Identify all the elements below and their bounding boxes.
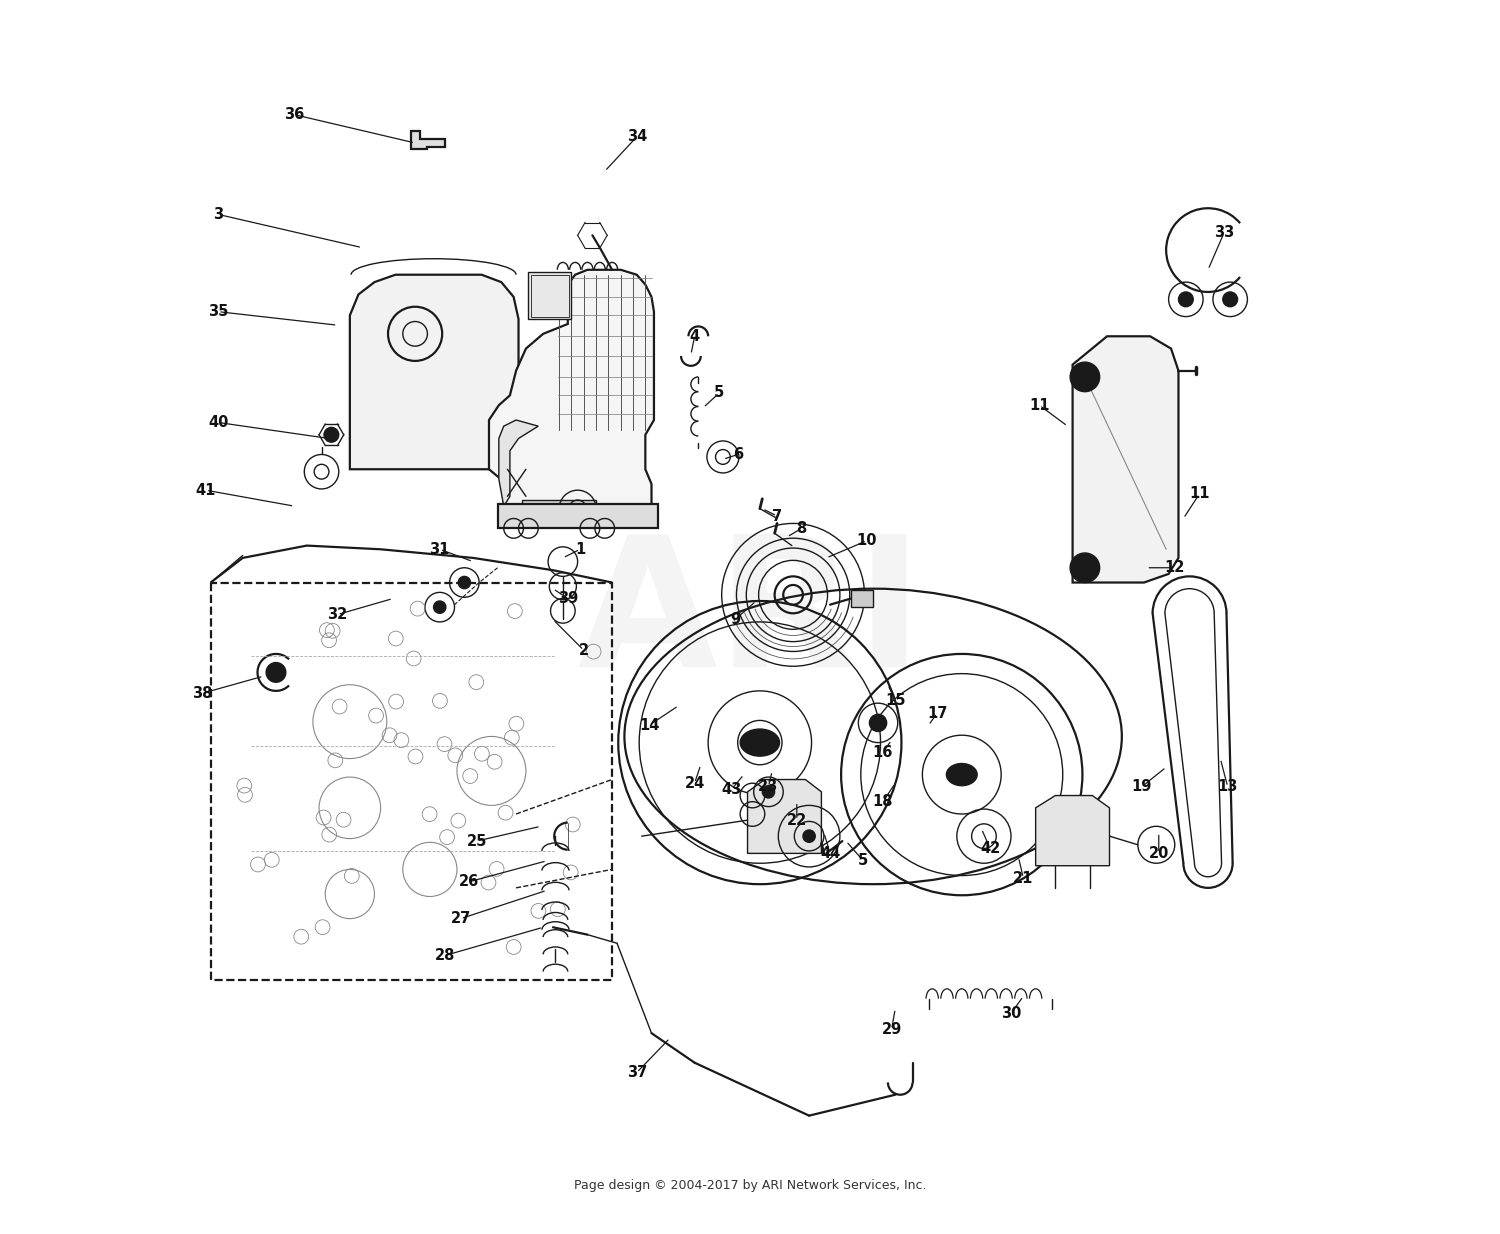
Text: 23: 23 xyxy=(759,780,778,795)
Text: 35: 35 xyxy=(209,304,228,320)
Text: 11: 11 xyxy=(1190,486,1209,501)
Text: 41: 41 xyxy=(195,482,216,497)
Text: 44: 44 xyxy=(821,845,840,861)
Text: 17: 17 xyxy=(927,706,948,721)
Text: 21: 21 xyxy=(1013,870,1034,886)
Polygon shape xyxy=(1035,796,1110,866)
Polygon shape xyxy=(1072,337,1179,582)
Circle shape xyxy=(433,601,445,613)
Text: 5: 5 xyxy=(714,385,724,400)
Text: 27: 27 xyxy=(450,911,471,927)
Circle shape xyxy=(266,663,286,682)
Text: 15: 15 xyxy=(885,694,906,708)
Text: 4: 4 xyxy=(690,328,699,344)
Text: 30: 30 xyxy=(1000,1006,1022,1021)
Ellipse shape xyxy=(740,729,780,756)
Bar xyxy=(850,590,873,607)
Circle shape xyxy=(1070,553,1100,582)
Text: 1: 1 xyxy=(574,542,585,557)
Text: ARI: ARI xyxy=(578,529,922,705)
Text: 31: 31 xyxy=(429,542,450,557)
Text: 39: 39 xyxy=(558,591,578,606)
Circle shape xyxy=(1070,362,1100,391)
Text: 14: 14 xyxy=(639,718,658,733)
Text: 20: 20 xyxy=(1149,845,1168,861)
Text: 12: 12 xyxy=(1164,560,1185,575)
Text: 2: 2 xyxy=(579,643,590,658)
Text: 13: 13 xyxy=(1218,780,1237,795)
Text: 16: 16 xyxy=(873,745,892,760)
Polygon shape xyxy=(489,270,654,506)
Text: 18: 18 xyxy=(873,795,892,810)
Text: 37: 37 xyxy=(627,1065,646,1080)
Bar xyxy=(498,503,657,528)
Bar xyxy=(528,273,572,320)
Text: 6: 6 xyxy=(732,447,742,462)
Text: 11: 11 xyxy=(1029,397,1050,412)
Text: 40: 40 xyxy=(209,415,228,429)
Text: 19: 19 xyxy=(1131,780,1152,795)
Text: 32: 32 xyxy=(327,607,348,622)
Circle shape xyxy=(802,830,816,843)
Text: Page design © 2004-2017 by ARI Network Services, Inc.: Page design © 2004-2017 by ARI Network S… xyxy=(573,1180,926,1192)
Circle shape xyxy=(762,786,774,798)
Text: 33: 33 xyxy=(1214,226,1234,241)
Polygon shape xyxy=(350,275,519,469)
Polygon shape xyxy=(500,420,538,506)
Text: 22: 22 xyxy=(786,813,807,828)
Text: 29: 29 xyxy=(882,1022,902,1037)
Text: 25: 25 xyxy=(466,834,488,849)
Text: 8: 8 xyxy=(796,521,807,536)
Bar xyxy=(522,500,596,518)
Text: 43: 43 xyxy=(722,782,741,797)
Text: 10: 10 xyxy=(856,533,877,548)
Text: 5: 5 xyxy=(858,853,868,869)
Circle shape xyxy=(1179,292,1192,307)
Circle shape xyxy=(1222,292,1238,307)
Text: 38: 38 xyxy=(192,686,213,701)
Polygon shape xyxy=(411,131,444,149)
Text: 7: 7 xyxy=(772,508,782,523)
Text: 24: 24 xyxy=(684,776,705,791)
Text: 3: 3 xyxy=(213,207,223,222)
Text: 36: 36 xyxy=(285,107,304,122)
Circle shape xyxy=(870,714,886,732)
Polygon shape xyxy=(747,780,822,854)
Text: 34: 34 xyxy=(627,130,646,144)
Text: 42: 42 xyxy=(980,840,1000,856)
Text: 9: 9 xyxy=(730,612,741,627)
Circle shape xyxy=(458,576,471,589)
Bar xyxy=(531,275,568,317)
Text: 26: 26 xyxy=(459,874,480,890)
Text: 28: 28 xyxy=(435,948,454,963)
Ellipse shape xyxy=(946,764,976,786)
Circle shape xyxy=(324,427,339,442)
